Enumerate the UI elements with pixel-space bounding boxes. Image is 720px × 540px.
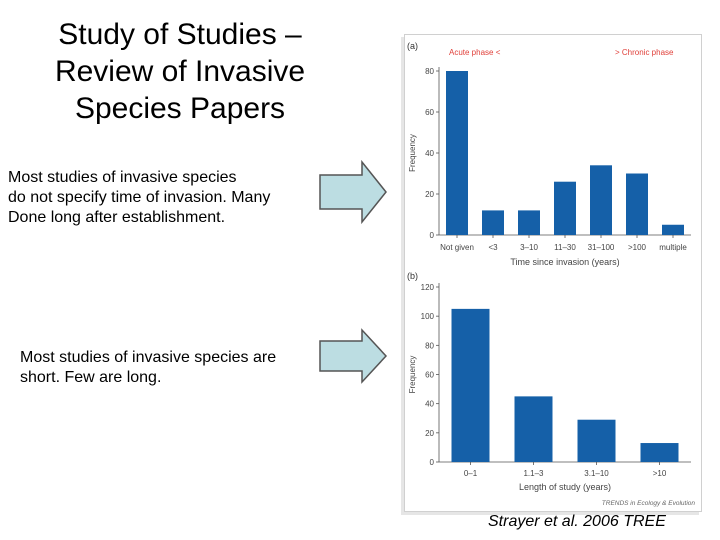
right-arrow-icon <box>319 160 387 224</box>
note-study-length: Most studies of invasive species are sho… <box>20 348 320 388</box>
x-tick-label: Not given <box>440 243 474 252</box>
x-tick-label: 11–30 <box>554 243 576 252</box>
phase-label-acute: Acute phase < <box>449 48 501 57</box>
source-label: TRENDS in Ecology & Evolution <box>602 500 696 507</box>
y-tick-label: 100 <box>421 312 435 321</box>
y-tick-label: 60 <box>425 108 434 117</box>
bar-charts: (a) Acute phase < > Chronic phase 0 20 40 60 80… <box>407 41 696 507</box>
note-line: short. Few are long. <box>20 369 162 386</box>
title-line: Species Papers <box>74 92 286 125</box>
y-tick-label: 0 <box>430 458 435 467</box>
bar <box>626 173 648 235</box>
panel-label: (a) <box>407 41 418 51</box>
y-tick-label: 0 <box>430 231 435 240</box>
y-tick-label: 40 <box>425 149 434 158</box>
bar <box>518 210 540 235</box>
bar <box>577 419 616 462</box>
y-tick-label: 80 <box>425 67 434 76</box>
note-time-of-invasion: Most studies of invasive species do not … <box>8 168 318 228</box>
x-tick-label: 3.1–10 <box>584 469 609 478</box>
bar <box>662 224 684 235</box>
x-tick-label: 31–100 <box>588 243 615 252</box>
bar <box>640 443 679 462</box>
citation: Strayer et al. 2006 TREE <box>488 513 666 530</box>
x-tick-label: >100 <box>628 243 647 252</box>
panel-label: (b) <box>407 271 418 281</box>
bar <box>554 181 576 235</box>
bar <box>590 165 612 235</box>
bar <box>482 210 504 235</box>
right-arrow-icon <box>319 328 388 384</box>
y-tick-label: 120 <box>421 283 435 292</box>
x-tick-label: 3–10 <box>520 243 538 252</box>
phase-label-chronic: > Chronic phase <box>615 48 674 57</box>
y-tick-label: 20 <box>425 429 434 438</box>
y-axis-label: Frequency <box>408 134 417 172</box>
y-tick-label: 60 <box>425 371 434 380</box>
note-line: do not specify time of invasion. Many <box>8 189 271 206</box>
x-tick-label: >10 <box>653 469 667 478</box>
y-axis-label: Frequency <box>408 356 417 394</box>
bar <box>514 396 553 462</box>
x-tick-label: multiple <box>659 243 687 252</box>
x-axis-label: Length of study (years) <box>519 482 611 492</box>
title-line: Study of Studies – <box>58 18 302 51</box>
y-tick-label: 20 <box>425 190 434 199</box>
bar <box>446 71 468 235</box>
figure-panel: (a) Acute phase < > Chronic phase 0 20 40 60 80… <box>404 34 702 512</box>
note-line: Most studies of invasive species <box>8 169 237 186</box>
x-tick-label: <3 <box>488 243 498 252</box>
x-tick-label: 0–1 <box>464 469 478 478</box>
x-axis-label: Time since invasion (years) <box>510 257 619 267</box>
note-line: Most studies of invasive species are <box>20 349 277 366</box>
slide-title: Study of Studies – Review of Invasive Sp… <box>30 16 330 127</box>
bar <box>451 308 490 462</box>
title-line: Review of Invasive <box>54 55 306 88</box>
note-line: Done long after establishment. <box>8 209 226 226</box>
x-tick-label: 1.1–3 <box>523 469 544 478</box>
y-tick-label: 40 <box>425 400 434 409</box>
y-tick-label: 80 <box>425 341 434 350</box>
